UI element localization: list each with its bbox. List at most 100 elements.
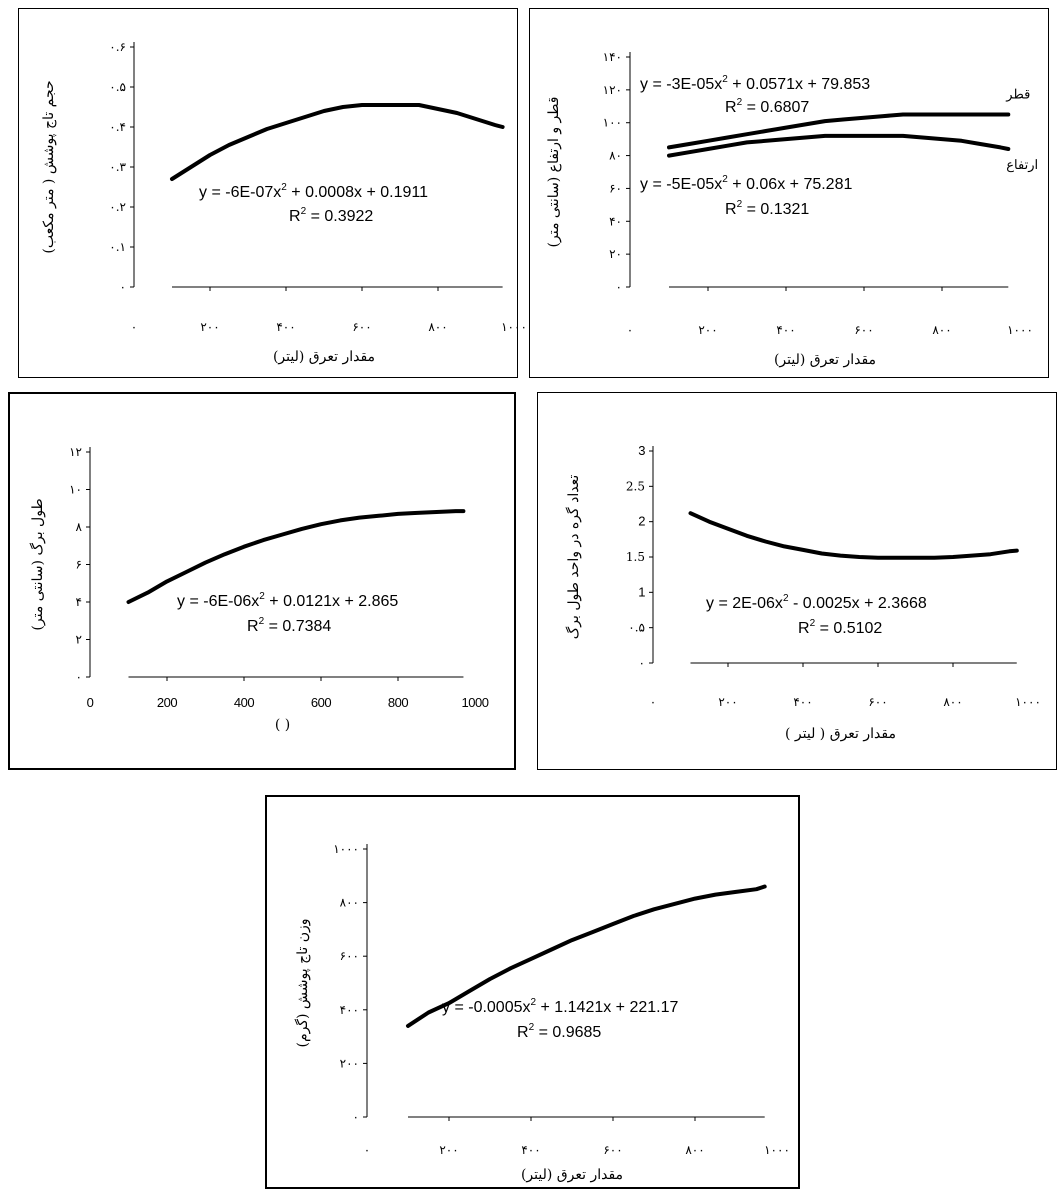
trendline-equation: y = -6E-07x2 + 0.0008x + 0.1911 bbox=[199, 182, 428, 201]
y-tick-label: ۰ bbox=[616, 280, 622, 294]
y-tick-label: ۸۰۰ bbox=[340, 896, 359, 910]
y-tick-label: ۴۰۰ bbox=[340, 1003, 359, 1017]
x-tick-label: ۸۰۰ bbox=[428, 320, 447, 334]
y-tick-label: 2.5 bbox=[626, 479, 645, 493]
x-axis-title: مقدار تعرق ( لیتر ) bbox=[785, 726, 896, 742]
series-line-1 bbox=[667, 112, 1011, 150]
y-tick-label: ۰ bbox=[639, 656, 645, 670]
chart-diameter-height: ۰ ۲۰ ۴۰ ۶۰ ۸۰ ۱۰۰ ۱۲۰ ۱۴۰ ۰ ۲۰۰ ۴۰۰ ۶۰۰ ۸۰۰ ۱۰۰۰ مقدار… bbox=[546, 50, 1038, 368]
r-squared-value: R2 = 0.1321 bbox=[725, 199, 809, 218]
y-tick-label: ۱۲۰ bbox=[603, 83, 622, 97]
x-tick-label: ۸۰۰ bbox=[685, 1143, 704, 1157]
chart-crown-volume: ۰ ۰.۱ ۰.۲ ۰.۳ ۰.۴ ۰.۵ ۰.۶ ۰ ۲۰۰ ۴۰۰ ۶۰۰ ۸۰۰ ۱۰۰۰ مقدا… bbox=[41, 40, 527, 365]
x-tick-label: ۸۰۰ bbox=[943, 695, 962, 709]
trendline-equation: y = -6E-06x2 + 0.0121x + 2.865 bbox=[177, 591, 398, 610]
x-axis-title: مقدار تعرق (لیتر) bbox=[774, 352, 876, 368]
y-tick-label: ۸ bbox=[76, 520, 83, 534]
y-tick-label: ۱۰ bbox=[69, 483, 82, 497]
x-axis-title: مقدار تعرق (لیتر) bbox=[273, 349, 375, 365]
y-tick-label: 3 bbox=[638, 443, 645, 458]
y-tick-label: 1.5 bbox=[626, 550, 645, 564]
x-tick-label: ۴۰۰ bbox=[521, 1143, 540, 1157]
y-tick-label: ۲۰ bbox=[609, 247, 622, 261]
y-tick-label: ۰.۲ bbox=[109, 200, 126, 214]
x-tick-label: ۶۰۰ bbox=[854, 323, 873, 337]
x-tick-label: ۲۰۰ bbox=[698, 323, 717, 337]
x-tick-label: 800 bbox=[388, 695, 408, 710]
x-tick-label: 200 bbox=[157, 695, 177, 710]
y-tick-label: ۴۰ bbox=[609, 214, 622, 228]
y-axis-title: طول برگ (سانتی متر) bbox=[29, 498, 46, 630]
y-tick-label: ۶ bbox=[76, 558, 82, 572]
y-axis-title: قطر و ارتفاع (سانتی متر) bbox=[546, 97, 562, 248]
series-line-2 bbox=[667, 133, 1011, 158]
r-squared-value: R2 = 0.5102 bbox=[798, 618, 882, 637]
y-tick-label: ۲۰۰ bbox=[340, 1056, 359, 1070]
x-tick-label: ۶۰۰ bbox=[352, 320, 371, 334]
x-tick-label: 1000 bbox=[462, 695, 489, 710]
y-tick-label: ۰ bbox=[353, 1110, 359, 1124]
x-axis-title: مقدار تعرق (لیتر) bbox=[521, 1167, 623, 1183]
chart-leaf-length: ۰ ۲ ۴ ۶ ۸ ۱۰ ۱۲ 0 200 400 600 800 1000 ( ) طول برگ (سا… bbox=[29, 445, 489, 733]
r-squared-value: R2 = 0.7384 bbox=[247, 616, 331, 635]
chart-panel-crown-volume: ۰ ۰.۱ ۰.۲ ۰.۳ ۰.۴ ۰.۵ ۰.۶ ۰ ۲۰۰ ۴۰۰ ۶۰۰ ۸۰۰ ۱۰۰۰ مقدا… bbox=[18, 8, 527, 378]
y-tick-label: ۰ bbox=[120, 280, 126, 294]
x-tick-label: ۰ bbox=[650, 695, 656, 709]
y-tick-label: ۰ bbox=[76, 670, 82, 684]
y-tick-label: ۶۰۰ bbox=[340, 949, 359, 963]
chart-panel-leaf-length: ۰ ۲ ۴ ۶ ۸ ۱۰ ۱۲ 0 200 400 600 800 1000 ( ) طول برگ (سا… bbox=[8, 392, 516, 770]
x-tick-label: ۰ bbox=[627, 323, 633, 337]
x-tick-label: ۴۰۰ bbox=[276, 320, 295, 334]
trendline-equation: y = -3E-05x2 + 0.0571x + 79.853 bbox=[640, 74, 870, 93]
x-tick-label: 0 bbox=[87, 695, 94, 710]
x-tick-label: ۸۰۰ bbox=[932, 323, 951, 337]
y-tick-label: ۰.۴ bbox=[109, 120, 126, 134]
y-tick-label: 1 bbox=[638, 584, 645, 599]
y-tick-label: 2 bbox=[638, 514, 645, 529]
y-tick-label: ۲ bbox=[76, 633, 82, 647]
x-tick-label: ۲۰۰ bbox=[200, 320, 219, 334]
r-squared-value: R2 = 0.6807 bbox=[725, 97, 809, 116]
y-tick-label: ۰.۶ bbox=[109, 40, 126, 54]
chart-panel-nodes-per-length: ۰ ۰.۵ 1 1.5 2 2.5 3 ۰ ۲۰۰ ۴۰۰ ۶۰۰ ۸۰۰ ۱۰۰۰ مقدار تعرق… bbox=[537, 392, 1057, 770]
y-tick-label: ۱۲ bbox=[69, 445, 82, 459]
x-tick-label: ۶۰۰ bbox=[603, 1143, 622, 1157]
x-tick-label: ۰ bbox=[131, 320, 137, 334]
chart-crown-weight: ۰ ۲۰۰ ۴۰۰ ۶۰۰ ۸۰۰ ۱۰۰۰ ۰ ۲۰۰ ۴۰۰ ۶۰۰ ۸۰۰ ۱۰۰۰ مقدار … bbox=[294, 842, 790, 1183]
x-tick-label: ۱۰۰۰ bbox=[501, 320, 527, 334]
chart-panel-diameter-height: ۰ ۲۰ ۴۰ ۶۰ ۸۰ ۱۰۰ ۱۲۰ ۱۴۰ ۰ ۲۰۰ ۴۰۰ ۶۰۰ ۸۰۰ ۱۰۰۰ مقدار… bbox=[529, 8, 1049, 378]
x-tick-label: ۲۰۰ bbox=[718, 695, 737, 709]
y-axis-title: تعداد گره در واحد طول برگ bbox=[565, 475, 582, 640]
series-label: ارتفاع bbox=[1006, 158, 1038, 173]
x-tick-label: ۴۰۰ bbox=[776, 323, 795, 337]
x-tick-label: ۴۰۰ bbox=[793, 695, 812, 709]
x-tick-label: ۰ bbox=[364, 1143, 370, 1157]
x-tick-label: ۶۰۰ bbox=[868, 695, 887, 709]
x-tick-label: ۱۰۰۰ bbox=[764, 1143, 790, 1157]
chart-panel-crown-weight: ۰ ۲۰۰ ۴۰۰ ۶۰۰ ۸۰۰ ۱۰۰۰ ۰ ۲۰۰ ۴۰۰ ۶۰۰ ۸۰۰ ۱۰۰۰ مقدار … bbox=[265, 795, 800, 1189]
y-tick-label: ۰.۳ bbox=[109, 160, 126, 174]
series-line-1 bbox=[126, 509, 466, 604]
y-tick-label: ۱۰۰ bbox=[603, 116, 622, 130]
x-tick-label: ۱۰۰۰ bbox=[1007, 323, 1033, 337]
y-tick-label: ۰.۵ bbox=[628, 621, 645, 635]
y-tick-label: ۸۰ bbox=[609, 149, 622, 163]
y-tick-label: ۶۰ bbox=[609, 181, 622, 195]
y-axis-title: حجم تاج پوشش ( متر مکعب) bbox=[41, 80, 57, 253]
x-axis-title: ( ) bbox=[275, 717, 290, 733]
chart-nodes-per-length: ۰ ۰.۵ 1 1.5 2 2.5 3 ۰ ۲۰۰ ۴۰۰ ۶۰۰ ۸۰۰ ۱۰۰۰ مقدار تعرق… bbox=[565, 443, 1041, 742]
y-tick-label: ۰.۵ bbox=[109, 80, 126, 94]
series-label: قطر bbox=[1005, 88, 1030, 103]
r-squared-value: R2 = 0.9685 bbox=[517, 1022, 601, 1041]
x-tick-label: 600 bbox=[311, 695, 331, 710]
y-tick-label: ۴ bbox=[76, 595, 82, 609]
y-tick-label: ۱۰۰۰ bbox=[333, 842, 359, 856]
y-tick-label: ۱۴۰ bbox=[603, 50, 622, 64]
y-tick-label: ۰.۱ bbox=[109, 240, 126, 254]
trendline-equation: y = -0.0005x2 + 1.1421x + 221.17 bbox=[442, 997, 679, 1016]
r-squared-value: R2 = 0.3922 bbox=[289, 206, 373, 225]
series-line-1 bbox=[170, 103, 505, 181]
x-tick-label: ۲۰۰ bbox=[439, 1143, 458, 1157]
trendline-equation: y = -5E-05x2 + 0.06x + 75.281 bbox=[640, 174, 852, 193]
series-line-1 bbox=[406, 884, 767, 1028]
